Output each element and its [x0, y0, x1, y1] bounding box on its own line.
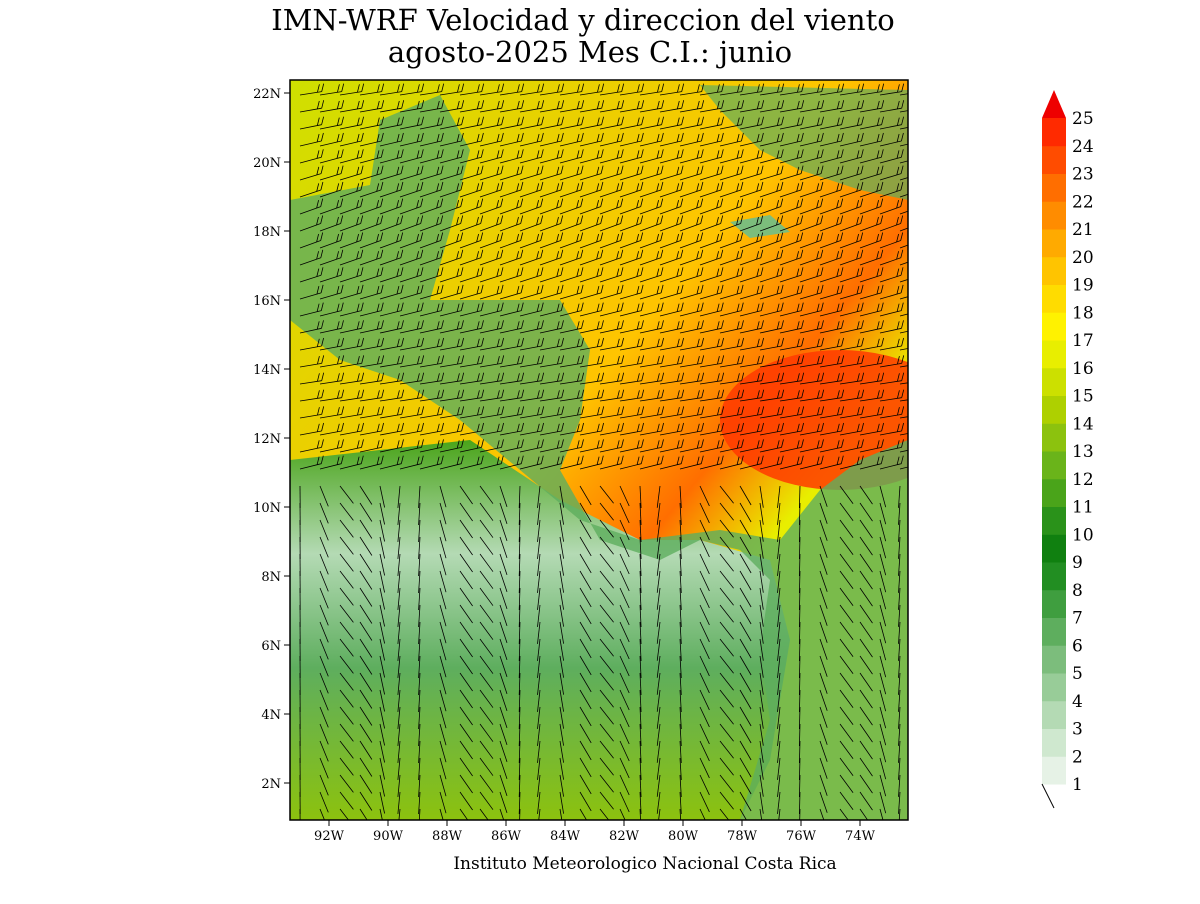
- colorbar-label: 15: [1072, 387, 1094, 407]
- colorbar-swatch: [1042, 229, 1066, 257]
- colorbar-tail: [1042, 784, 1054, 808]
- lat-label: 4N: [261, 708, 281, 723]
- colorbar-swatch: [1042, 562, 1066, 590]
- colorbar-swatch: [1042, 285, 1066, 313]
- colorbar-label: 13: [1072, 442, 1094, 462]
- lon-label: 92W: [314, 829, 345, 844]
- colorbar-swatch: [1042, 590, 1066, 618]
- lon-label: 78W: [727, 829, 758, 844]
- colorbar-label: 9: [1072, 553, 1083, 573]
- lon-label: 76W: [786, 829, 817, 844]
- lat-label: 6N: [261, 639, 281, 654]
- colorbar-swatch: [1042, 451, 1066, 479]
- colorbar-swatch: [1042, 423, 1066, 451]
- colorbar-label: 16: [1072, 359, 1094, 379]
- lat-label: 10N: [253, 501, 281, 516]
- colorbar-label: 2: [1072, 747, 1083, 767]
- lat-label: 20N: [253, 156, 281, 171]
- lon-label: 88W: [432, 829, 463, 844]
- lon-label: 86W: [491, 829, 522, 844]
- colorbar-label: 23: [1072, 165, 1094, 185]
- colorbar-label: 3: [1072, 720, 1083, 740]
- colorbar-label: 18: [1072, 303, 1094, 323]
- lon-label: 74W: [845, 829, 876, 844]
- colorbar-swatch: [1042, 701, 1066, 729]
- colorbar-label: 8: [1072, 581, 1083, 601]
- lon-label: 90W: [373, 829, 404, 844]
- colorbar-swatch: [1042, 146, 1066, 174]
- colorbar-label: 19: [1072, 276, 1094, 296]
- colorbar-swatch: [1042, 201, 1066, 229]
- colorbar-swatch: [1042, 534, 1066, 562]
- lat-label: 14N: [253, 363, 281, 378]
- colorbar-label: 17: [1072, 331, 1094, 351]
- map: [290, 80, 960, 831]
- colorbar-arrow: [1042, 90, 1066, 118]
- colorbar-swatch: [1042, 257, 1066, 285]
- colorbar-swatch: [1042, 479, 1066, 507]
- colorbar-swatch: [1042, 312, 1066, 340]
- colorbar-label: 22: [1072, 192, 1094, 212]
- lon-label: 84W: [550, 829, 581, 844]
- colorbar-swatch: [1042, 340, 1066, 368]
- lon-label: 82W: [609, 829, 640, 844]
- colorbar-swatch: [1042, 368, 1066, 396]
- colorbar-label: 1: [1072, 775, 1083, 795]
- subtitle: agosto-2025 Mes C.I.: junio: [388, 35, 792, 69]
- colorbar-label: 4: [1072, 692, 1083, 712]
- title: IMN-WRF Velocidad y direccion del viento: [271, 3, 894, 37]
- colorbar-swatch: [1042, 118, 1066, 146]
- colorbar-label: 11: [1072, 498, 1094, 518]
- colorbar: 1234567891011121314151617181920212223242…: [1042, 90, 1094, 808]
- lon-label: 80W: [668, 829, 699, 844]
- colorbar-swatch: [1042, 396, 1066, 424]
- colorbar-swatch: [1042, 756, 1066, 784]
- colorbar-label: 24: [1072, 137, 1094, 157]
- lat-label: 22N: [253, 87, 281, 102]
- lat-label: 12N: [253, 432, 281, 447]
- lat-label: 18N: [253, 225, 281, 240]
- colorbar-swatch: [1042, 729, 1066, 757]
- colorbar-label: 5: [1072, 664, 1083, 684]
- colorbar-swatch: [1042, 174, 1066, 202]
- colorbar-label: 12: [1072, 470, 1094, 490]
- colorbar-label: 7: [1072, 609, 1083, 629]
- lat-label: 8N: [261, 570, 281, 585]
- colorbar-label: 20: [1072, 248, 1094, 268]
- colorbar-label: 21: [1072, 220, 1094, 240]
- colorbar-swatch: [1042, 618, 1066, 646]
- colorbar-label: 10: [1072, 525, 1094, 545]
- colorbar-label: 6: [1072, 636, 1083, 656]
- colorbar-swatch: [1042, 507, 1066, 535]
- colorbar-swatch: [1042, 645, 1066, 673]
- footer: Instituto Meteorologico Nacional Costa R…: [453, 854, 836, 874]
- lat-label: 16N: [253, 294, 281, 309]
- colorbar-label: 25: [1072, 109, 1094, 129]
- lat-label: 2N: [261, 777, 281, 792]
- colorbar-label: 14: [1072, 414, 1094, 434]
- colorbar-swatch: [1042, 673, 1066, 701]
